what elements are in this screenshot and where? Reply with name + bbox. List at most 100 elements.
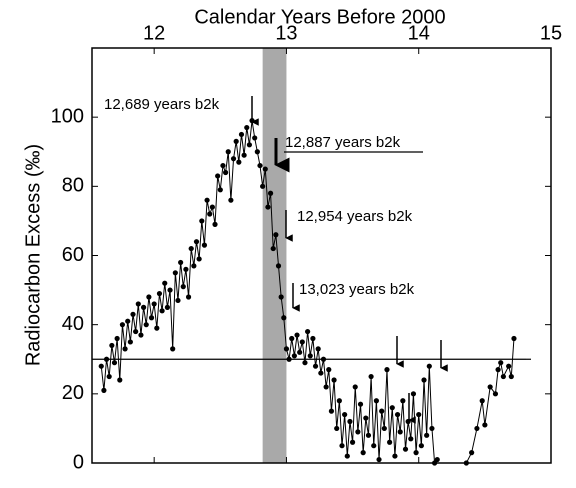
data-point: [297, 349, 303, 355]
data-point: [312, 363, 319, 369]
data-point: [511, 335, 517, 342]
data-point: [506, 363, 512, 369]
data-point: [154, 325, 160, 331]
data-point: [339, 443, 345, 449]
data-point: [233, 138, 239, 144]
data-point: [215, 173, 221, 179]
chart-title: Calendar Years Before 2000: [194, 6, 445, 28]
data-point: [204, 197, 210, 203]
data-point: [363, 415, 369, 421]
data-point: [170, 346, 176, 352]
y-tick-label: 100: [51, 105, 84, 127]
data-point: [172, 270, 178, 276]
data-point: [151, 301, 157, 307]
x-tick-label: 14: [408, 22, 430, 44]
arrows: [251, 96, 448, 424]
data-point: [418, 443, 424, 449]
y-tick-label: 80: [62, 175, 84, 197]
data-point: [474, 425, 480, 432]
data-point: [185, 294, 192, 300]
data-point: [286, 356, 292, 362]
data-point: [143, 322, 149, 328]
data-point: [175, 297, 181, 304]
data-point: [402, 446, 409, 452]
data-point: [389, 405, 395, 411]
data-point: [162, 280, 168, 286]
data-point: [262, 166, 268, 172]
data-point: [394, 411, 401, 418]
data-point: [217, 187, 223, 193]
data-point: [294, 332, 300, 338]
data-point: [156, 290, 163, 297]
shaded-span: [262, 48, 287, 463]
data-point: [281, 315, 287, 321]
data-point: [201, 242, 208, 248]
data-point: [492, 391, 499, 397]
data-point: [336, 398, 342, 404]
data-point: [222, 169, 229, 176]
data-point: [199, 218, 205, 224]
data-point: [357, 401, 364, 407]
data-point: [360, 450, 366, 456]
data-point: [320, 356, 327, 362]
data-point: [424, 432, 430, 438]
data-point: [487, 384, 493, 390]
data-point: [159, 308, 165, 314]
data-point: [228, 197, 234, 203]
data-point: [127, 339, 133, 345]
data-point: [254, 149, 260, 155]
data-point: [429, 425, 435, 432]
data-point: [246, 142, 253, 148]
y-tick-label: 40: [62, 313, 84, 335]
data-point: [384, 367, 390, 373]
data-point: [289, 335, 295, 342]
y-tick-label: 0: [73, 451, 84, 473]
x-tick-label: 15: [540, 22, 562, 44]
data-point: [265, 204, 271, 210]
data-point: [379, 408, 385, 414]
data-point: [392, 453, 398, 459]
data-point: [98, 363, 104, 369]
data-point: [508, 373, 514, 380]
data-point: [225, 149, 231, 155]
data-point: [426, 363, 432, 369]
data-point: [278, 294, 284, 300]
data-point: [397, 429, 403, 435]
data-point: [376, 456, 382, 463]
data-point: [328, 408, 335, 414]
data-point: [125, 318, 131, 324]
y-tick-label: 20: [62, 382, 84, 404]
data-point: [326, 367, 332, 373]
data-point: [260, 183, 266, 189]
data-point: [167, 287, 173, 293]
data-point: [220, 162, 226, 169]
data-point: [114, 335, 120, 342]
annotation: 12,887 years b2k: [285, 134, 401, 151]
data-point: [344, 453, 350, 459]
data-point: [135, 301, 141, 307]
data-point: [498, 360, 504, 366]
data-point: [469, 450, 475, 456]
data-point: [267, 190, 274, 196]
data-point: [111, 360, 118, 366]
data-point: [349, 439, 356, 445]
data-point: [331, 377, 337, 383]
data-point: [410, 391, 417, 397]
data-point: [408, 436, 414, 442]
data-point: [275, 263, 282, 269]
data-point: [310, 335, 316, 342]
data-point: [405, 418, 411, 425]
data-point: [140, 304, 147, 310]
data-point: [241, 152, 247, 158]
data-point: [307, 353, 313, 359]
data-point: [257, 162, 263, 169]
data-point: [302, 360, 308, 366]
data-point: [193, 239, 200, 245]
data-point: [347, 418, 353, 425]
data-point: [101, 387, 107, 393]
data-point: [103, 356, 110, 362]
data-point: [117, 377, 123, 383]
y-axis-label: Radiocarbon Excess (‰): [22, 144, 44, 366]
data-point: [148, 315, 155, 321]
